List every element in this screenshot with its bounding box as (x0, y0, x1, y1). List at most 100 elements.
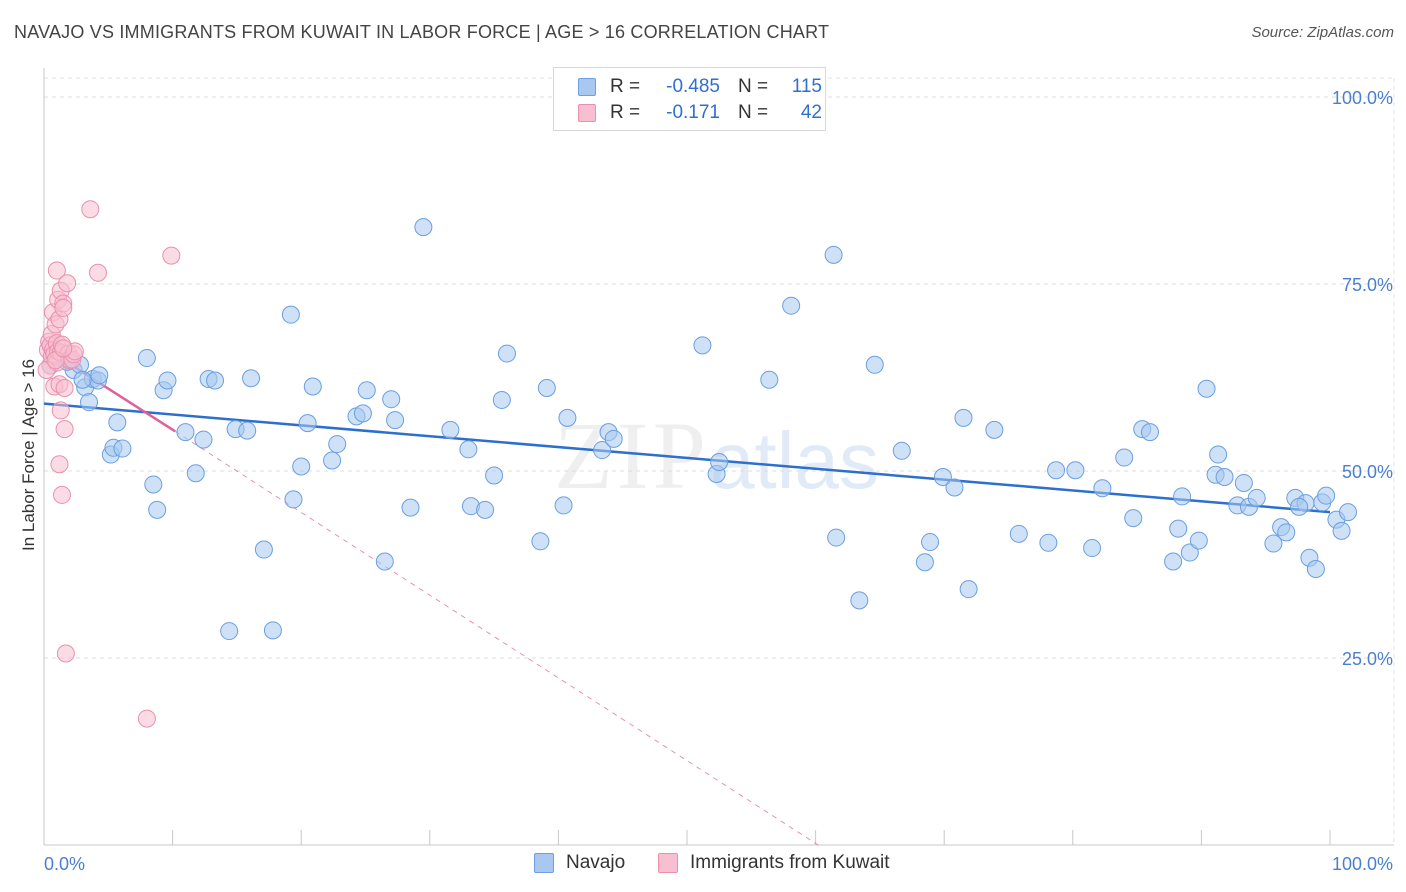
data-point (113, 439, 132, 458)
data-point (945, 478, 964, 497)
correlation-legend: R = -0.485 N = 115 R = -0.171 N = 42 (553, 67, 826, 131)
data-point (1306, 559, 1325, 578)
data-points (37, 200, 1358, 728)
data-point (1290, 497, 1309, 516)
data-point (827, 528, 846, 547)
legend-n-label: N = (738, 76, 769, 97)
data-point (144, 475, 163, 494)
data-point (1264, 534, 1283, 553)
series-legend-kuwait: Immigrants from Kuwait (658, 852, 890, 874)
data-point (254, 540, 273, 559)
data-point (162, 246, 181, 265)
data-point (1317, 486, 1336, 505)
data-point (1209, 445, 1228, 464)
series-legend-navajo: Navajo (534, 852, 625, 874)
data-point (328, 435, 347, 454)
data-point (476, 500, 495, 519)
data-point (56, 644, 75, 663)
data-point (375, 552, 394, 571)
legend-r-value: -0.485 (666, 76, 720, 97)
data-point (1332, 521, 1351, 540)
data-point (73, 370, 92, 389)
data-point (1140, 423, 1159, 442)
data-point (55, 378, 74, 397)
series-kuwait (37, 200, 181, 728)
legend-r-value: -0.171 (666, 102, 720, 123)
data-point (186, 464, 205, 483)
data-point (386, 411, 405, 430)
data-point (292, 457, 311, 476)
data-point (554, 496, 573, 515)
data-point (959, 580, 978, 599)
data-point (281, 305, 300, 324)
data-point (1009, 524, 1028, 543)
axis-labels: 25.0% 50.0% 75.0% 100.0% 0.0% 100.0% In Labor … (19, 88, 1393, 874)
data-point (693, 336, 712, 355)
legend-r-label: R = (610, 76, 641, 97)
data-point (1234, 473, 1253, 492)
data-point (485, 466, 504, 485)
data-point (323, 451, 342, 470)
data-point (824, 245, 843, 264)
data-point (284, 490, 303, 509)
y-axis-title: In Labor Force | Age > 16 (19, 359, 38, 551)
data-point (497, 344, 516, 363)
data-point (51, 401, 70, 420)
data-point (921, 533, 940, 552)
data-point (865, 355, 884, 374)
data-point (441, 420, 460, 439)
data-point (242, 369, 261, 388)
data-point (55, 420, 74, 439)
data-point (1047, 461, 1066, 480)
data-point (1339, 503, 1358, 522)
data-point (80, 393, 99, 412)
data-point (760, 370, 779, 389)
data-point (1115, 448, 1134, 467)
data-point (303, 377, 322, 396)
trend-line-navajo (43, 402, 1331, 514)
series-swatch-kuwait (658, 853, 678, 873)
legend-swatch-kuwait (578, 104, 596, 122)
data-point (933, 467, 952, 486)
watermark-atlas: atlas (710, 416, 879, 505)
data-point (176, 423, 195, 442)
data-point (1083, 539, 1102, 558)
data-point (1189, 531, 1208, 550)
data-point (108, 413, 127, 432)
legend-n-value: 42 (800, 102, 822, 123)
data-point (90, 366, 109, 385)
y-tick-label: 25.0% (1342, 649, 1393, 669)
data-point (298, 414, 317, 433)
data-point (1173, 487, 1192, 506)
data-point (414, 218, 433, 237)
data-point (850, 591, 869, 610)
watermark-zip: ZIP (554, 402, 710, 509)
legend-swatch-navajo (578, 78, 596, 96)
data-point (492, 390, 511, 409)
data-point (238, 421, 257, 440)
data-point (220, 622, 239, 641)
data-point (194, 430, 213, 449)
legend-row-kuwait: R = -0.171 N = 42 (554, 100, 822, 126)
data-point (1093, 479, 1112, 498)
data-point (58, 274, 77, 293)
y-tick-label: 50.0% (1342, 462, 1393, 482)
chart-title: NAVAJO VS IMMIGRANTS FROM KUWAIT IN LABO… (14, 22, 830, 42)
data-point (401, 498, 420, 517)
legend-r-label: R = (610, 102, 641, 123)
data-point (985, 420, 1004, 439)
data-point (1039, 533, 1058, 552)
series-name-kuwait: Immigrants from Kuwait (690, 852, 890, 873)
series-legend: Navajo Immigrants from Kuwait (0, 852, 1406, 878)
data-point (537, 378, 556, 397)
data-point (81, 200, 100, 219)
data-point (137, 349, 156, 368)
legend-row-navajo: R = -0.485 N = 115 (554, 74, 822, 100)
data-point (954, 408, 973, 427)
data-point (558, 408, 577, 427)
data-point (915, 553, 934, 572)
series-swatch-navajo (534, 853, 554, 873)
data-point (459, 440, 478, 459)
watermark: ZIPatlas (554, 400, 879, 511)
source-label: Source: ZipAtlas.com (1251, 24, 1394, 41)
